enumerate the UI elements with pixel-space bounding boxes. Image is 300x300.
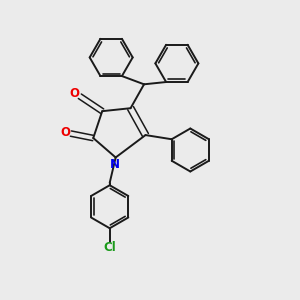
Text: N: N xyxy=(110,158,120,171)
Text: Cl: Cl xyxy=(103,241,116,254)
Text: O: O xyxy=(61,127,71,140)
Text: O: O xyxy=(70,87,80,101)
